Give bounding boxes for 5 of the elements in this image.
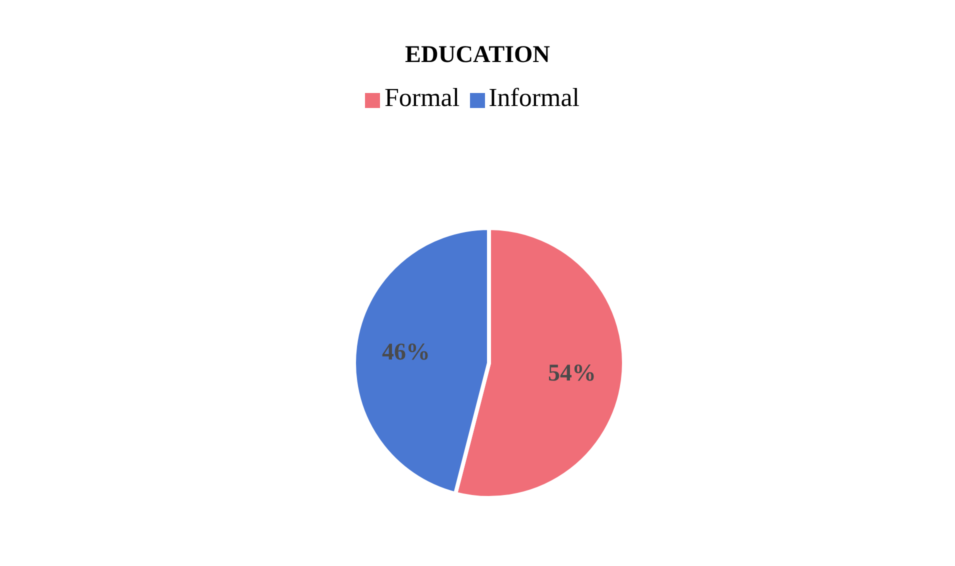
data-label: 46% bbox=[382, 340, 430, 366]
legend-label: Informal bbox=[488, 83, 580, 112]
data-label: 54% bbox=[548, 360, 596, 386]
legend-label: Formal bbox=[384, 83, 460, 112]
chart-title: EDUCATION bbox=[404, 41, 551, 70]
